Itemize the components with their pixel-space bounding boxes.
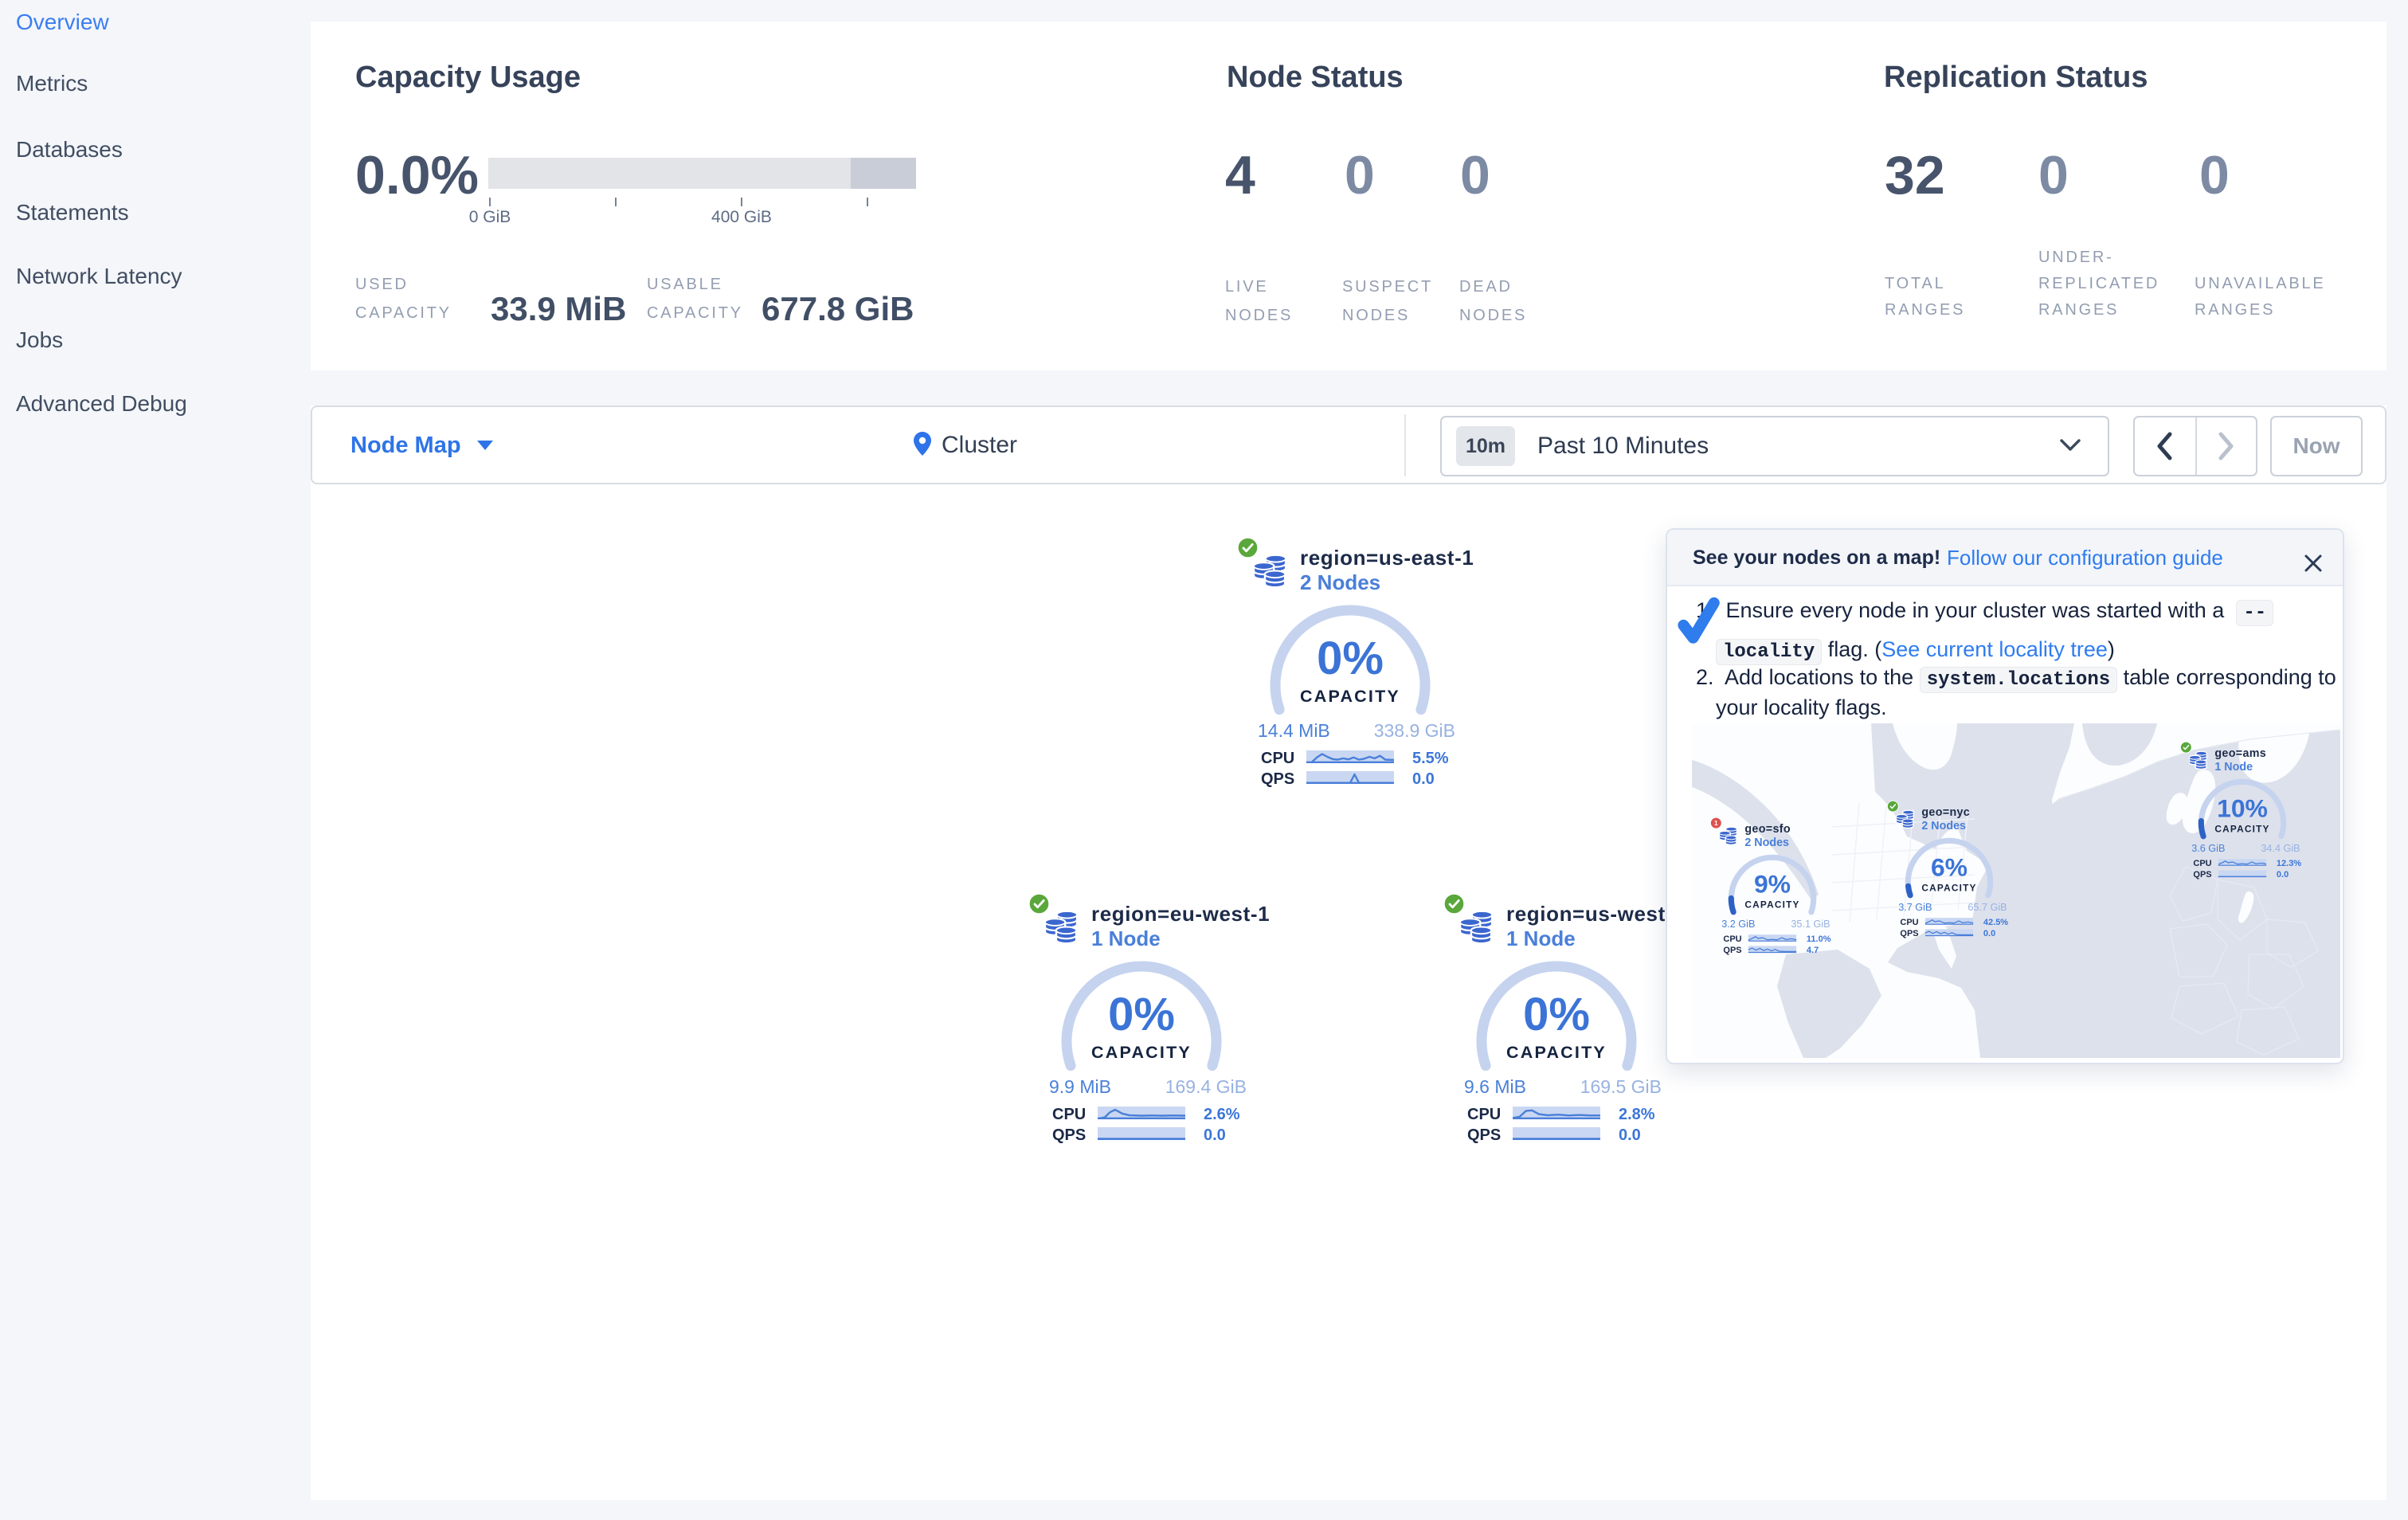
- svg-text:1: 1: [1714, 820, 1718, 827]
